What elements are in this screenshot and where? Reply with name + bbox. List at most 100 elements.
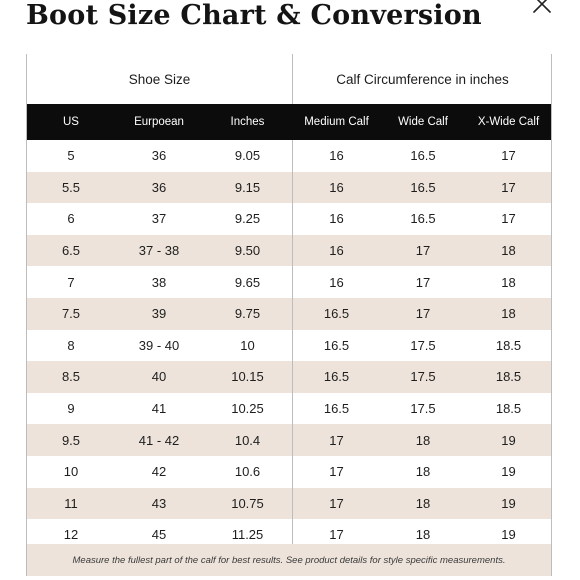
cell-x-wide-calf: 19 bbox=[501, 495, 516, 511]
cell-medium-calf: 17 bbox=[329, 495, 344, 511]
cell-us: 8 bbox=[67, 337, 75, 353]
cell-wide-calf: 16.5 bbox=[410, 179, 436, 195]
column-header-us: US bbox=[63, 116, 79, 128]
cell-x-wide-calf: 18 bbox=[501, 306, 516, 322]
cell-wide-calf: 17 bbox=[415, 274, 431, 290]
cell-inches: 9.65 bbox=[234, 274, 261, 290]
cell-medium-calf: 16.5 bbox=[323, 401, 350, 417]
cell-wide-calf: 18 bbox=[415, 432, 431, 448]
cell-us: 5.5 bbox=[61, 179, 81, 195]
table-row: 6 37 9.25 16 16.5 17 bbox=[27, 203, 551, 235]
cell-wide-calf: 17.5 bbox=[410, 401, 436, 417]
table-row: 5.5 36 9.15 16 16.5 17 bbox=[27, 171, 551, 204]
size-chart-table: Shoe Size Calf Circumference in inches U… bbox=[26, 54, 552, 576]
cell-european: 36 bbox=[151, 148, 167, 164]
cell-inches: 11.25 bbox=[231, 527, 264, 543]
table-row: 8 39 - 40 10 16.5 17.5 18.5 bbox=[27, 329, 551, 362]
cell-inches: 10.4 bbox=[234, 432, 261, 448]
cell-medium-calf: 16 bbox=[329, 179, 344, 195]
table-row: 9.5 41 - 42 10.4 17 18 19 bbox=[27, 424, 551, 456]
cell-x-wide-calf: 19 bbox=[501, 432, 516, 448]
cell-x-wide-calf: 17 bbox=[501, 211, 516, 227]
cell-european: 37 - 38 bbox=[138, 243, 180, 259]
cell-inches: 10 bbox=[240, 337, 255, 353]
table-row: 6.5 37 - 38 9.50 16 17 18 bbox=[27, 234, 551, 267]
cell-inches: 9.50 bbox=[234, 243, 261, 259]
footer-note: Measure the fullest part of the calf for… bbox=[27, 544, 551, 576]
cell-european: 39 - 40 bbox=[138, 337, 180, 353]
cell-medium-calf: 17 bbox=[329, 432, 344, 448]
cell-european: 42 bbox=[151, 464, 167, 480]
cell-medium-calf: 17 bbox=[329, 464, 344, 480]
cell-european: 37 bbox=[151, 211, 167, 227]
cell-x-wide-calf: 19 bbox=[501, 464, 516, 480]
close-button[interactable] bbox=[528, 0, 556, 18]
cell-inches: 10.15 bbox=[231, 369, 264, 385]
cell-wide-calf: 17 bbox=[415, 243, 431, 259]
table-row: 5 36 9.05 16 16.5 17 bbox=[27, 140, 551, 172]
cell-inches: 9.05 bbox=[234, 148, 261, 164]
cell-wide-calf: 17 bbox=[415, 306, 431, 322]
cell-medium-calf: 16 bbox=[329, 148, 344, 164]
column-header-row: US Eurpoean Inches Medium Calf Wide Calf… bbox=[27, 104, 551, 140]
cell-inches: 9.25 bbox=[234, 211, 261, 227]
table-row: 7 38 9.65 16 17 18 bbox=[27, 266, 551, 298]
cell-european: 36 bbox=[151, 179, 167, 195]
cell-european: 41 - 42 bbox=[138, 432, 180, 448]
cell-medium-calf: 16.5 bbox=[323, 306, 350, 322]
cell-european: 41 bbox=[151, 401, 167, 417]
cell-wide-calf: 18 bbox=[415, 527, 431, 543]
cell-inches: 10.75 bbox=[231, 495, 264, 511]
cell-european: 45 bbox=[151, 527, 167, 543]
cell-x-wide-calf: 18.5 bbox=[495, 369, 522, 385]
cell-european: 38 bbox=[151, 274, 167, 290]
cell-us: 9.5 bbox=[61, 432, 81, 448]
cell-inches: 9.15 bbox=[234, 179, 261, 195]
cell-us: 12 bbox=[63, 527, 79, 543]
column-header-x-wide-calf: X-Wide Calf bbox=[477, 116, 540, 128]
cell-us: 9 bbox=[67, 401, 75, 417]
cell-x-wide-calf: 18.5 bbox=[495, 401, 522, 417]
cell-us: 11 bbox=[64, 495, 78, 511]
cell-x-wide-calf: 18.5 bbox=[495, 337, 522, 353]
cell-x-wide-calf: 18 bbox=[501, 243, 516, 259]
cell-wide-calf: 17.5 bbox=[410, 369, 436, 385]
table-body: 5 36 9.05 16 16.5 17 5.5 36 9.15 16 16.5… bbox=[27, 140, 551, 551]
cell-us: 6.5 bbox=[61, 243, 81, 259]
cell-us: 5 bbox=[67, 148, 75, 164]
cell-european: 40 bbox=[151, 369, 167, 385]
table-row: 10 42 10.6 17 18 19 bbox=[27, 455, 551, 488]
page-title: Boot Size Chart & Conversion bbox=[26, 0, 482, 31]
cell-european: 43 bbox=[151, 495, 167, 511]
table-row: 8.5 40 10.15 16.5 17.5 18.5 bbox=[27, 361, 551, 393]
cell-medium-calf: 17 bbox=[329, 527, 344, 543]
cell-medium-calf: 16 bbox=[329, 274, 344, 290]
group-header-calf-circumference: Calf Circumference in inches bbox=[336, 71, 509, 87]
cell-us: 7.5 bbox=[61, 306, 81, 322]
cell-wide-calf: 18 bbox=[415, 464, 431, 480]
table-row: 9 41 10.25 16.5 17.5 18.5 bbox=[27, 392, 551, 425]
close-icon bbox=[533, 0, 551, 13]
cell-medium-calf: 16 bbox=[329, 211, 344, 227]
group-divider bbox=[292, 54, 293, 104]
cell-wide-calf: 16.5 bbox=[410, 148, 436, 164]
cell-us: 8.5 bbox=[61, 369, 81, 385]
cell-inches: 10.6 bbox=[234, 464, 261, 480]
cell-wide-calf: 18 bbox=[415, 495, 431, 511]
column-group-divider bbox=[292, 140, 293, 544]
cell-x-wide-calf: 18 bbox=[501, 274, 516, 290]
column-header-european: Eurpoean bbox=[134, 116, 184, 128]
cell-medium-calf: 16.5 bbox=[323, 337, 350, 353]
cell-european: 39 bbox=[151, 306, 167, 322]
table-row: 7.5 39 9.75 16.5 17 18 bbox=[27, 297, 551, 330]
cell-inches: 9.75 bbox=[234, 306, 261, 322]
cell-x-wide-calf: 17 bbox=[501, 148, 516, 164]
cell-inches: 10.25 bbox=[231, 401, 264, 417]
column-header-inches: Inches bbox=[230, 116, 265, 128]
cell-medium-calf: 16 bbox=[329, 243, 344, 259]
cell-wide-calf: 16.5 bbox=[410, 211, 436, 227]
cell-us: 7 bbox=[67, 274, 75, 290]
column-header-wide-calf: Wide Calf bbox=[398, 116, 448, 128]
table-row: 11 43 10.75 17 18 19 bbox=[27, 487, 551, 520]
